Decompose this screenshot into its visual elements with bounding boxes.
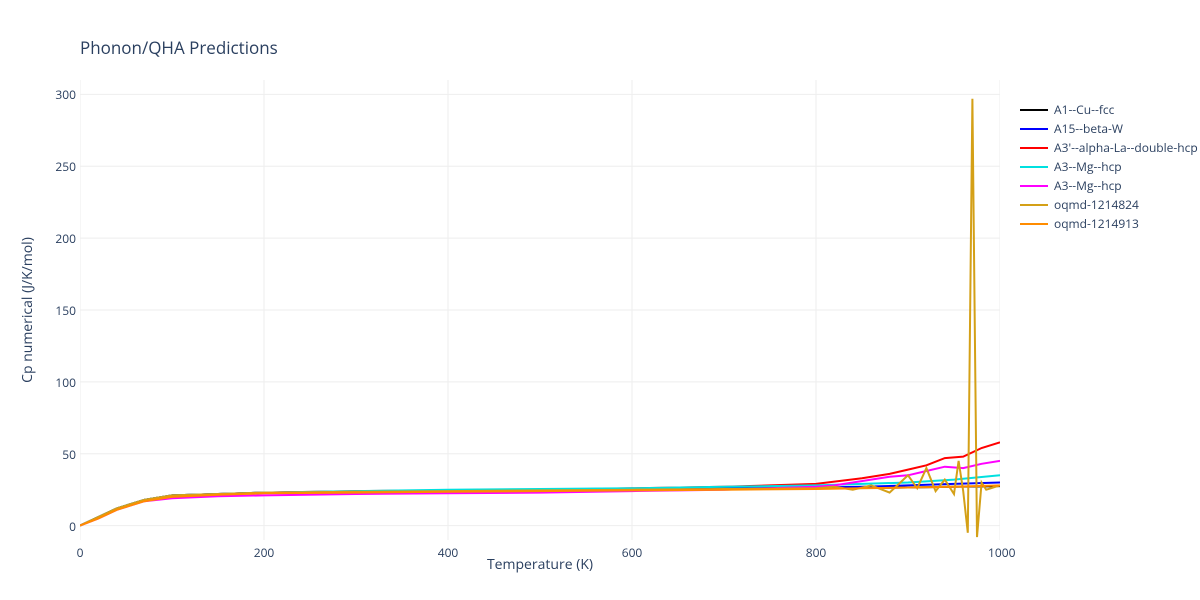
y-tick-label: 100 — [46, 374, 76, 391]
legend-item[interactable]: oqmd-1214824 — [1020, 195, 1198, 214]
legend-swatch — [1020, 147, 1048, 149]
legend-swatch — [1020, 128, 1048, 130]
legend-label: oqmd-1214824 — [1054, 196, 1139, 213]
x-tick-label: 1000 — [988, 544, 1012, 561]
legend-swatch — [1020, 185, 1048, 187]
y-axis-label: Cp numerical (J/K/mol) — [18, 80, 37, 540]
y-tick-label: 50 — [46, 446, 76, 463]
legend-item[interactable]: A3--Mg--hcp — [1020, 176, 1198, 195]
legend-swatch — [1020, 204, 1048, 206]
x-tick-label: 0 — [68, 544, 92, 561]
legend-label: oqmd-1214913 — [1054, 215, 1139, 232]
x-axis-label: Temperature (K) — [80, 555, 1000, 574]
y-tick-label: 150 — [46, 302, 76, 319]
legend-swatch — [1020, 223, 1048, 225]
legend: A1--Cu--fcc A15--beta-W A3'--alpha-La--dou… — [1020, 100, 1198, 233]
legend-label: A3--Mg--hcp — [1054, 177, 1122, 194]
legend-item[interactable]: oqmd-1214913 — [1020, 214, 1198, 233]
legend-item[interactable]: A3--Mg--hcp — [1020, 157, 1198, 176]
y-tick-label: 300 — [46, 86, 76, 103]
legend-label: A15--beta-W — [1054, 120, 1123, 137]
y-tick-label: 0 — [46, 518, 76, 535]
x-tick-label: 800 — [804, 544, 828, 561]
legend-swatch — [1020, 166, 1048, 168]
series-line[interactable] — [80, 99, 1000, 537]
legend-item[interactable]: A1--Cu--fcc — [1020, 100, 1198, 119]
chart-title: Phonon/QHA Predictions — [80, 36, 278, 59]
legend-item[interactable]: A15--beta-W — [1020, 119, 1198, 138]
legend-label: A3--Mg--hcp — [1054, 158, 1122, 175]
series-line[interactable] — [80, 485, 1000, 525]
line-chart[interactable] — [80, 80, 1000, 540]
x-tick-label: 600 — [620, 544, 644, 561]
legend-item[interactable]: A3'--alpha-La--double-hcp — [1020, 138, 1198, 157]
x-tick-label: 200 — [252, 544, 276, 561]
legend-label: A1--Cu--fcc — [1054, 101, 1114, 118]
legend-swatch — [1020, 109, 1048, 111]
y-tick-label: 200 — [46, 230, 76, 247]
legend-label: A3'--alpha-La--double-hcp — [1054, 139, 1198, 156]
series-line[interactable] — [80, 475, 1000, 525]
chart-container: Phonon/QHA Predictions Temperature (K) C… — [0, 0, 1200, 600]
x-tick-label: 400 — [436, 544, 460, 561]
y-tick-label: 250 — [46, 158, 76, 175]
